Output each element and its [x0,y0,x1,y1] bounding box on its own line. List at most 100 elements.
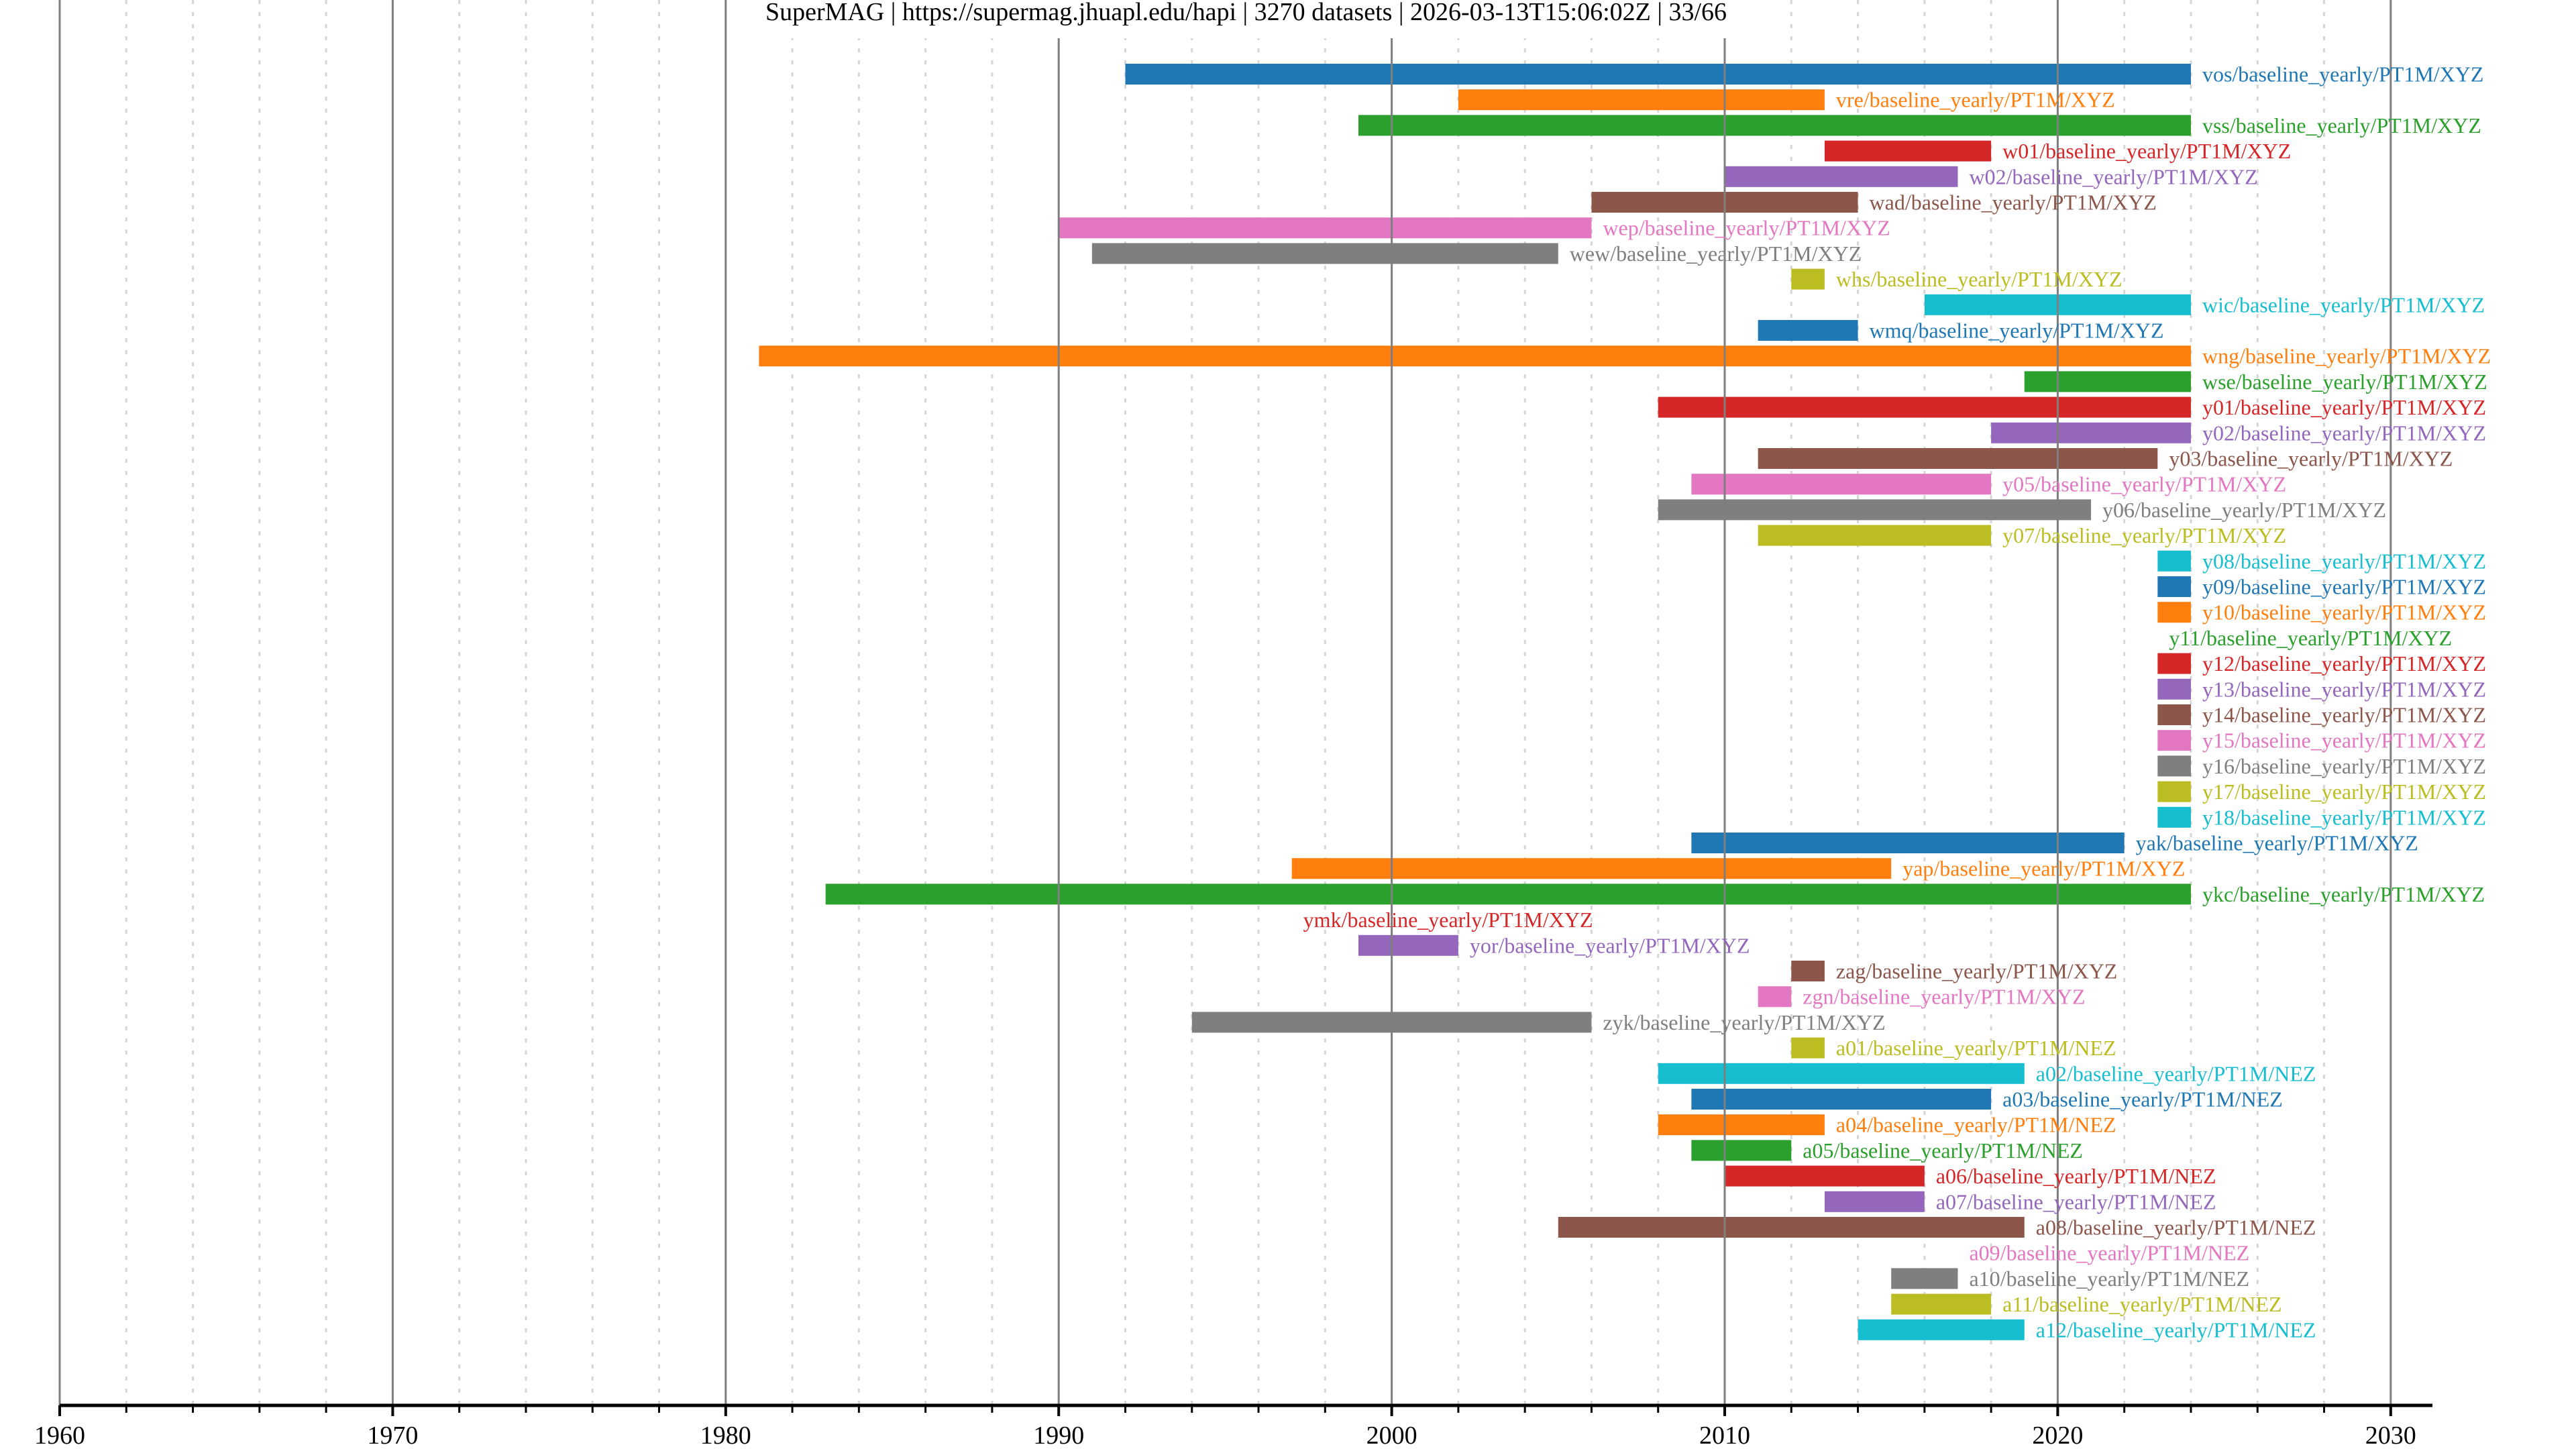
chart-title: SuperMAG | https://supermag.jhuapl.edu/h… [765,0,1727,26]
dataset-label: wep/baseline_yearly/PT1M/XYZ [1603,216,1890,240]
dataset-bar [1658,396,2191,418]
x-tick-label: 1980 [700,1421,751,1449]
x-tick-label: 2020 [2032,1421,2083,1449]
dataset-bar [1725,166,1958,187]
dataset-label: vss/baseline_yearly/PT1M/XYZ [2202,113,2481,138]
dataset-label: yap/baseline_yearly/PT1M/XYZ [1902,857,2185,881]
dataset-bar [1358,934,1458,956]
dataset-label: w02/baseline_yearly/PT1M/XYZ [1969,164,2257,189]
dataset-bar [1824,1191,1925,1212]
dataset-bar [1791,1037,1825,1059]
dataset-bar [1758,986,1792,1008]
dataset-bar [2024,371,2191,392]
dataset-label: a12/baseline_yearly/PT1M/NEZ [2036,1318,2316,1342]
dataset-label: y18/baseline_yearly/PT1M/XYZ [2202,805,2486,829]
dataset-bar [1658,1063,2025,1084]
dataset-label: y05/baseline_yearly/PT1M/XYZ [2002,472,2286,496]
dataset-bar [1758,320,1858,341]
dataset-label: a08/baseline_yearly/PT1M/NEZ [2036,1216,2316,1240]
dataset-bar [1125,64,2191,85]
dataset-label: y16/baseline_yearly/PT1M/XYZ [2202,754,2486,778]
dataset-label: wad/baseline_yearly/PT1M/XYZ [1870,191,2157,215]
dataset-bar [1558,1217,2025,1238]
dataset-bar [1758,525,1992,546]
dataset-label: wic/baseline_yearly/PT1M/XYZ [2202,292,2485,317]
dataset-label: a01/baseline_yearly/PT1M/NEZ [1836,1036,2116,1060]
x-axis: 1960 1970 1980 1990 2000 2010 2020 2030 [34,1403,2432,1449]
minor-gridlines [125,0,2326,1405]
dataset-label: y03/baseline_yearly/PT1M/XYZ [2169,447,2453,471]
dataset-label: y11/baseline_yearly/PT1M/XYZ [2169,626,2452,650]
dataset-labels: vos/baseline_yearly/PT1M/XYZ vre/baseline… [1303,62,2491,1342]
dataset-bar [1691,833,2125,853]
dataset-bar [2157,653,2191,674]
dataset-label: y01/baseline_yearly/PT1M/XYZ [2202,395,2486,419]
dataset-bar [825,883,2191,905]
dataset-bars [759,64,2191,1340]
dataset-bar [2157,678,2191,700]
x-tick-label: 2030 [2365,1421,2416,1449]
dataset-label: zgn/baseline_yearly/PT1M/XYZ [1803,985,2085,1009]
dataset-label: whs/baseline_yearly/PT1M/XYZ [1836,267,2123,291]
dataset-bar [2157,806,2191,828]
x-tick-label: 2000 [1366,1421,1417,1449]
dataset-bar [1658,499,2092,521]
dataset-bar [1458,89,1825,111]
dataset-label: wmq/baseline_yearly/PT1M/XYZ [1870,319,2164,343]
dataset-bar [759,345,2191,367]
dataset-bar [1691,474,1992,495]
dataset-label: y09/baseline_yearly/PT1M/XYZ [2202,575,2486,599]
dataset-label: y13/baseline_yearly/PT1M/XYZ [2202,677,2486,701]
x-tick-label: 2010 [1699,1421,1750,1449]
dataset-bar [1691,1089,1992,1110]
dataset-bar [2157,730,2191,751]
dataset-label: w01/baseline_yearly/PT1M/XYZ [2002,139,2291,163]
dataset-label: yor/baseline_yearly/PT1M/XYZ [1470,933,1750,957]
dataset-bar [1891,1268,1958,1289]
dataset-label: y08/baseline_yearly/PT1M/XYZ [2202,549,2486,573]
dataset-label: y07/baseline_yearly/PT1M/XYZ [2002,523,2286,547]
dataset-label: a04/baseline_yearly/PT1M/NEZ [1836,1113,2116,1137]
x-tick-label: 1990 [1033,1421,1084,1449]
dataset-label: a09/baseline_yearly/PT1M/NEZ [1969,1241,2249,1265]
dataset-label: yak/baseline_yearly/PT1M/XYZ [2136,831,2418,855]
dataset-label: a11/baseline_yearly/PT1M/NEZ [2002,1292,2282,1316]
dataset-bar [1358,115,2191,136]
dataset-bar [1991,422,2191,443]
dataset-bar [1691,1140,1792,1161]
dataset-label: y17/baseline_yearly/PT1M/XYZ [2202,780,2486,804]
dataset-bar [1291,858,1892,879]
dataset-label: y06/baseline_yearly/PT1M/XYZ [2102,498,2386,522]
dataset-label: wse/baseline_yearly/PT1M/XYZ [2202,370,2487,394]
dataset-label: zag/baseline_yearly/PT1M/XYZ [1836,959,2117,983]
major-gridlines [58,0,2392,1405]
dataset-bar [2157,602,2191,623]
dataset-label: zyk/baseline_yearly/PT1M/XYZ [1603,1010,1885,1034]
dataset-label: a05/baseline_yearly/PT1M/NEZ [1803,1138,2083,1163]
dataset-bar [2157,781,2191,802]
dataset-bar [2157,576,2191,597]
dataset-label: a06/baseline_yearly/PT1M/NEZ [1936,1164,2216,1188]
dataset-label: y02/baseline_yearly/PT1M/XYZ [2202,421,2486,445]
x-tick-label: 1960 [34,1421,85,1449]
dataset-bar [1891,1293,1992,1315]
dataset-label: a07/baseline_yearly/PT1M/NEZ [1936,1189,2216,1214]
dataset-bar [1758,448,2158,469]
dataset-label: a03/baseline_yearly/PT1M/NEZ [2002,1087,2283,1112]
dataset-label: ymk/baseline_yearly/PT1M/XYZ [1303,908,1593,932]
x-tick-label: 1970 [367,1421,418,1449]
dataset-bar [1725,1165,1925,1187]
dataset-label: y14/baseline_yearly/PT1M/XYZ [2202,703,2486,727]
dataset-bar [1658,1114,1825,1136]
dataset-label: vre/baseline_yearly/PT1M/XYZ [1836,88,2115,112]
dataset-bar [1059,217,1592,239]
dataset-bar [1091,243,1558,264]
dataset-label: y12/baseline_yearly/PT1M/XYZ [2202,651,2486,676]
dataset-label: wew/baseline_yearly/PT1M/XYZ [1570,241,1862,266]
dataset-bar [1791,268,1825,290]
dataset-bar [1824,140,1992,162]
dataset-bar [2157,704,2191,725]
dataset-bar [2157,550,2191,572]
dataset-bar [1858,1319,2025,1340]
